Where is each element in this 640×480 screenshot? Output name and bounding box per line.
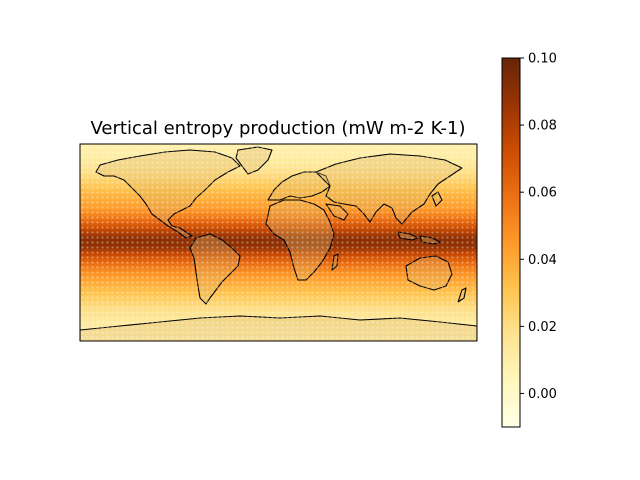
colorbar-tick-label: 0.06 — [528, 186, 557, 201]
colorbar-tick-label: 0.08 — [528, 119, 557, 134]
colorbar-tick-label: 0.10 — [528, 52, 557, 67]
colorbar: 0.00 0.02 0.04 0.06 0.08 0.10 — [502, 52, 557, 428]
colorbar-tick-label: 0.02 — [528, 320, 557, 335]
map-area — [80, 144, 477, 342]
colorbar-tick-label: 0.04 — [528, 253, 557, 268]
stippling-overlay — [80, 144, 477, 341]
colorbar-bar — [502, 58, 520, 427]
map-title: Vertical entropy production (mW m-2 K-1) — [91, 118, 466, 139]
colorbar-ticks: 0.00 0.02 0.04 0.06 0.08 0.10 — [520, 52, 557, 402]
colorbar-tick-label: 0.00 — [528, 387, 557, 402]
